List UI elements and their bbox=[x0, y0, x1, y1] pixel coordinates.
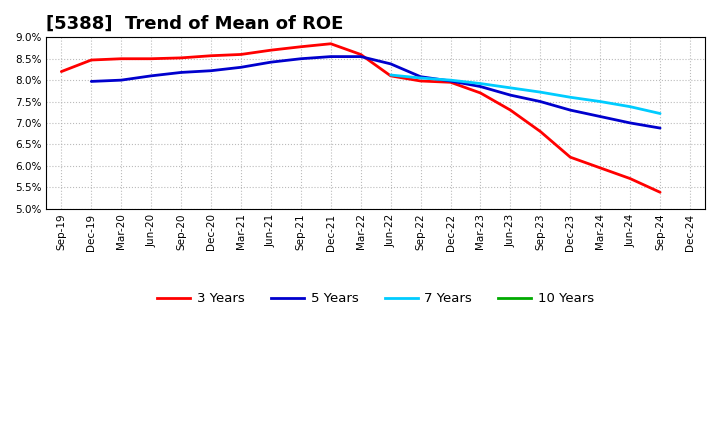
5 Years bbox=[506, 92, 515, 98]
5 Years bbox=[117, 77, 125, 83]
3 Years bbox=[416, 78, 425, 84]
Text: [5388]  Trend of Mean of ROE: [5388] Trend of Mean of ROE bbox=[46, 15, 343, 33]
5 Years bbox=[416, 74, 425, 79]
3 Years bbox=[596, 165, 605, 171]
7 Years bbox=[506, 85, 515, 91]
3 Years bbox=[117, 56, 125, 61]
Line: 5 Years: 5 Years bbox=[91, 57, 660, 128]
Legend: 3 Years, 5 Years, 7 Years, 10 Years: 3 Years, 5 Years, 7 Years, 10 Years bbox=[152, 287, 599, 311]
3 Years bbox=[57, 69, 66, 74]
7 Years bbox=[566, 95, 575, 100]
3 Years bbox=[266, 48, 275, 53]
7 Years bbox=[626, 104, 634, 109]
5 Years bbox=[297, 56, 305, 61]
5 Years bbox=[356, 54, 365, 59]
3 Years bbox=[476, 90, 485, 95]
7 Years bbox=[536, 89, 544, 95]
5 Years bbox=[566, 107, 575, 113]
Line: 7 Years: 7 Years bbox=[391, 75, 660, 114]
3 Years bbox=[237, 52, 246, 57]
3 Years bbox=[387, 73, 395, 78]
5 Years bbox=[177, 70, 186, 75]
7 Years bbox=[476, 81, 485, 86]
5 Years bbox=[446, 78, 455, 84]
5 Years bbox=[476, 84, 485, 89]
5 Years bbox=[596, 114, 605, 119]
3 Years bbox=[326, 41, 335, 46]
3 Years bbox=[147, 56, 156, 61]
3 Years bbox=[566, 154, 575, 160]
3 Years bbox=[297, 44, 305, 49]
3 Years bbox=[177, 55, 186, 61]
3 Years bbox=[87, 57, 96, 62]
3 Years bbox=[536, 129, 544, 134]
3 Years bbox=[446, 80, 455, 85]
7 Years bbox=[387, 72, 395, 77]
5 Years bbox=[207, 68, 215, 73]
5 Years bbox=[536, 99, 544, 104]
5 Years bbox=[87, 79, 96, 84]
7 Years bbox=[416, 75, 425, 81]
3 Years bbox=[656, 190, 665, 195]
5 Years bbox=[266, 59, 275, 65]
5 Years bbox=[626, 120, 634, 125]
5 Years bbox=[656, 125, 665, 131]
5 Years bbox=[237, 65, 246, 70]
Line: 3 Years: 3 Years bbox=[61, 44, 660, 192]
7 Years bbox=[596, 99, 605, 104]
7 Years bbox=[656, 111, 665, 116]
5 Years bbox=[387, 61, 395, 66]
5 Years bbox=[147, 73, 156, 78]
3 Years bbox=[626, 176, 634, 181]
3 Years bbox=[356, 52, 365, 57]
5 Years bbox=[326, 54, 335, 59]
3 Years bbox=[506, 107, 515, 113]
7 Years bbox=[446, 77, 455, 83]
3 Years bbox=[207, 53, 215, 59]
